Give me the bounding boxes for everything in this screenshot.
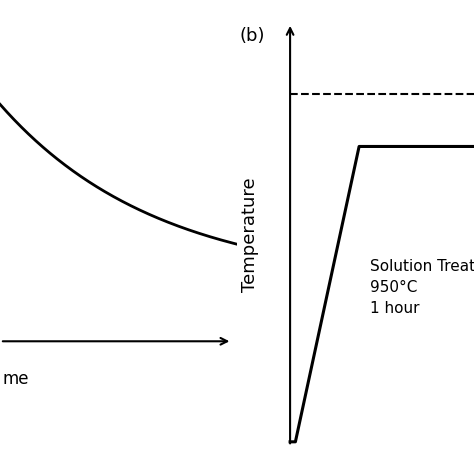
Text: Solution Treatm
950°C
1 hour: Solution Treatm 950°C 1 hour <box>370 259 474 316</box>
Text: Temperature: Temperature <box>241 177 259 292</box>
Text: me: me <box>2 370 29 388</box>
Text: (b): (b) <box>240 27 265 46</box>
